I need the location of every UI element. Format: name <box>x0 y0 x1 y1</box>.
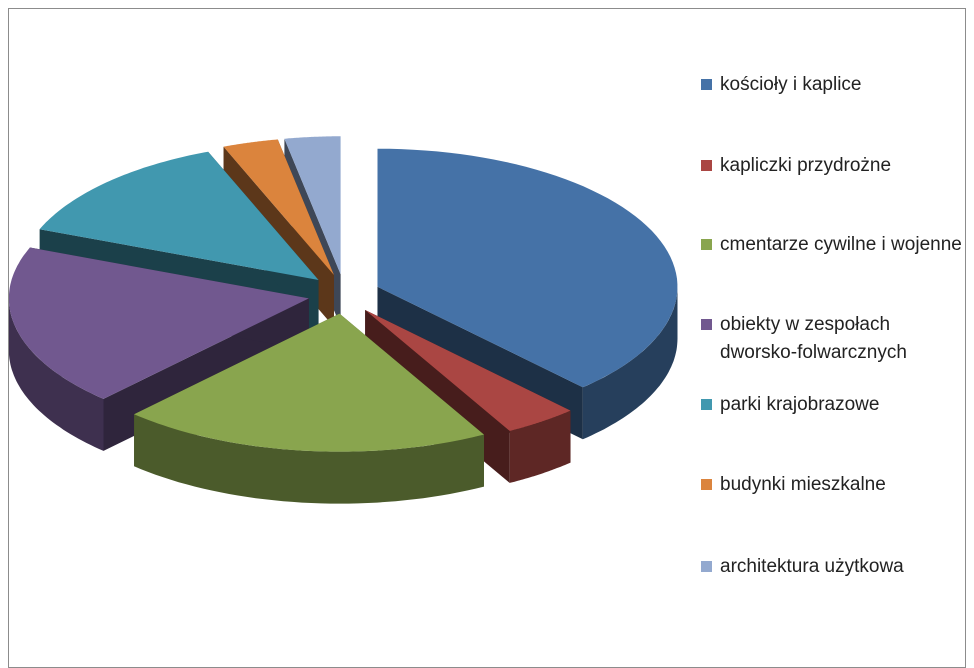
pie-slice-rim <box>509 410 571 483</box>
legend-item-budynki: budynki mieszkalne <box>701 471 970 499</box>
legend-item-architektura: architektura użytkowa <box>701 553 970 581</box>
pie-slice-top <box>377 148 678 388</box>
legend-item-parki: parki krajobrazowe <box>701 391 970 419</box>
pie-slice-rim <box>134 414 484 504</box>
legend-swatch <box>701 160 712 171</box>
legend-label: obiekty w zespołach dworsko-folwarcznych <box>720 314 907 363</box>
pie-chart <box>9 136 678 504</box>
legend-label: budynki mieszkalne <box>720 474 886 495</box>
pie-slice-top <box>9 247 309 399</box>
legend-label: kościoły i kaplice <box>720 74 862 95</box>
pie-slice-top <box>39 151 319 280</box>
legend-swatch <box>701 239 712 250</box>
pie-slice <box>134 313 485 504</box>
legend-item-kapliczki: kapliczki przydrożne <box>701 152 970 180</box>
legend-label: cmentarze cywilne i wojenne <box>720 234 962 255</box>
legend-item-obiekty: obiekty w zespołach dworsko-folwarcznych <box>701 311 970 367</box>
legend-label: parki krajobrazowe <box>720 394 880 415</box>
legend-swatch <box>701 561 712 572</box>
pie-slice-top <box>365 310 571 431</box>
legend-swatch <box>701 399 712 410</box>
pie-slice-top <box>284 136 341 275</box>
chart-area: kościoły i kaplice kapliczki przydrożne … <box>8 8 966 668</box>
legend-label: kapliczki przydrożne <box>720 155 892 176</box>
legend-label: architektura użytkowa <box>720 556 904 577</box>
legend-item-cmentarze: cmentarze cywilne i wojenne <box>701 231 970 259</box>
legend-item-koscioly: kościoły i kaplice <box>701 71 970 99</box>
pie-slice-rim <box>582 286 678 440</box>
legend-swatch <box>701 319 712 330</box>
legend-swatch <box>701 79 712 90</box>
legend-swatch <box>701 479 712 490</box>
pie-slice-top <box>223 139 334 275</box>
pie-slice-rim <box>9 302 104 451</box>
pie-slice-top <box>134 313 484 452</box>
